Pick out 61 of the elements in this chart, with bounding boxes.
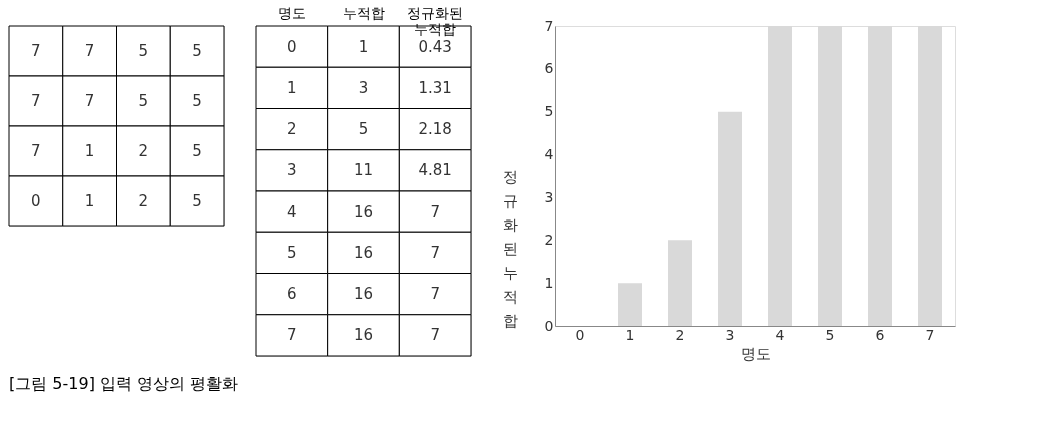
x-tick-label: 1 xyxy=(625,326,635,343)
data-label: 2 xyxy=(138,192,149,210)
data-label: 7 xyxy=(430,285,440,304)
data-label: 16 xyxy=(353,202,374,221)
data-label: 4 xyxy=(287,202,297,221)
data-label: 1 xyxy=(287,78,297,97)
data-label: 2 xyxy=(138,142,149,160)
data-label: 1 xyxy=(358,37,369,56)
data-label: 2.18 xyxy=(418,120,452,139)
y-tick-label: 7 xyxy=(544,17,554,34)
data-label: 7 xyxy=(430,243,440,262)
x-tick-label: 2 xyxy=(675,326,685,343)
data-label: 0 xyxy=(287,37,297,56)
data-label: 2 xyxy=(287,120,297,139)
x-tick-label: 5 xyxy=(825,326,835,343)
data-label: 5 xyxy=(358,120,369,139)
y-tick-label: 6 xyxy=(544,60,554,77)
data-label: 5 xyxy=(192,92,202,110)
data-label: 5 xyxy=(138,42,149,60)
data-label: 7 xyxy=(84,42,95,60)
data-label: 7 xyxy=(31,92,41,110)
bar xyxy=(668,240,692,326)
x-tick-label: 누적합 xyxy=(342,4,385,21)
data-label: 0.43 xyxy=(418,37,452,56)
text: [그림 5-19] 입력 영상의 평활화 xyxy=(9,374,239,393)
bar xyxy=(718,111,742,326)
x-tick-label: 명도 xyxy=(277,4,306,21)
x-tick-label: 6 xyxy=(875,326,885,343)
data-label: 1 xyxy=(84,192,95,210)
data-label: 7 xyxy=(31,42,41,60)
x-tick-label: 7 xyxy=(925,326,935,343)
x-tick-label: 정규화된 누적합 xyxy=(407,4,464,37)
y-tick-label: 5 xyxy=(544,103,554,120)
x-tick-label: 4 xyxy=(775,326,785,343)
data-label: 5 xyxy=(138,92,149,110)
data-label: 16 xyxy=(353,326,374,345)
data-label: 1.31 xyxy=(418,78,452,97)
data-label: 11 xyxy=(353,161,374,180)
x-axis-title: 명도 xyxy=(740,344,771,363)
data-label: 7 xyxy=(84,92,95,110)
data-label: 1 xyxy=(84,142,95,160)
data-label: 16 xyxy=(353,243,374,262)
y-tick-label: 4 xyxy=(544,146,554,163)
x-tick-label: 0 xyxy=(575,326,585,343)
data-label: 0 xyxy=(31,192,41,210)
x-tick-label: 3 xyxy=(725,326,735,343)
y-tick-label: 1 xyxy=(544,274,554,291)
data-label: 16 xyxy=(353,285,374,304)
data-label: 3 xyxy=(358,78,369,97)
bar xyxy=(618,283,642,326)
y-tick-label: 3 xyxy=(544,188,554,205)
data-label: 5 xyxy=(192,192,202,210)
data-label: 3 xyxy=(287,161,297,180)
data-label: 5 xyxy=(192,142,202,160)
data-label: 4.81 xyxy=(418,161,452,180)
data-label: 5 xyxy=(287,243,297,262)
data-label: 7 xyxy=(31,142,41,160)
data-label: 6 xyxy=(287,285,297,304)
y-tick-label: 2 xyxy=(544,231,554,248)
data-label: 7 xyxy=(430,202,440,221)
data-label: 5 xyxy=(192,42,202,60)
